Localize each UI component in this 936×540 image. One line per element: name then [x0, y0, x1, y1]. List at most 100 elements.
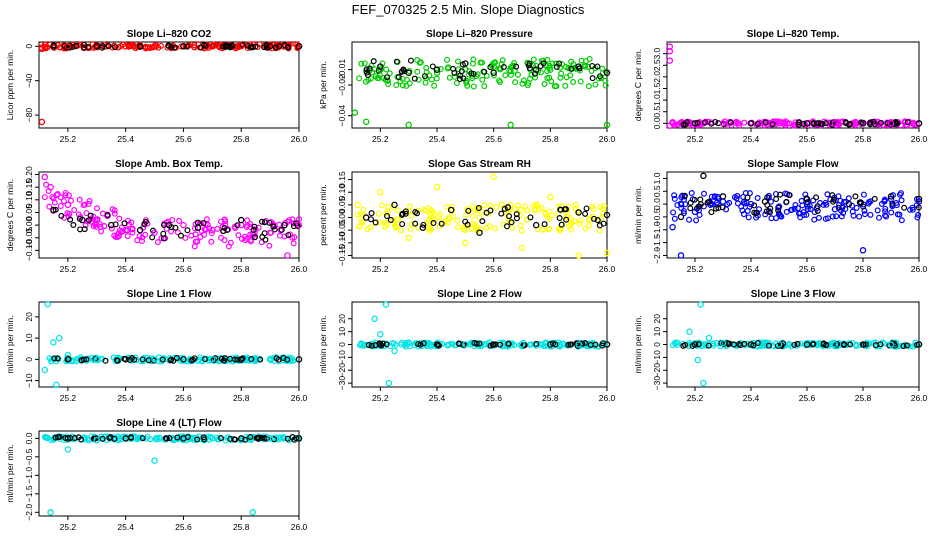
texture-point	[585, 83, 592, 90]
x-tick-label: 25.6	[799, 264, 816, 274]
y-tick-label: 10	[337, 327, 347, 337]
x-tick-label: 26.0	[291, 134, 308, 144]
texture-point	[62, 189, 69, 196]
data-point	[93, 436, 101, 444]
texture-point	[582, 210, 589, 217]
texture-point	[705, 342, 712, 349]
texture-point	[823, 341, 830, 348]
texture-point	[201, 356, 208, 363]
texture-point	[98, 228, 105, 235]
texture-point	[112, 44, 119, 51]
y-tick-label: −0.5	[652, 208, 662, 225]
x-tick-label: 25.6	[175, 393, 192, 403]
reference-point	[79, 216, 86, 224]
texture-point	[810, 341, 817, 348]
texture-point	[548, 78, 555, 85]
chart-panel-1: Slope Li–820 CO2 25.2 25.4 25.6 25.8 26.0 0 −40…	[5, 29, 308, 144]
texture-point	[454, 58, 461, 65]
texture-point	[208, 238, 215, 245]
y-tick-label: 0.00	[337, 209, 347, 226]
texture-point	[417, 341, 424, 348]
texture-point	[592, 81, 599, 88]
texture-point	[585, 217, 592, 224]
texture-point	[509, 224, 516, 231]
texture-point	[67, 216, 74, 223]
texture-point	[55, 434, 62, 441]
data-point	[490, 63, 497, 70]
data-point	[887, 341, 895, 348]
texture-point	[867, 211, 874, 218]
texture-point	[160, 235, 167, 242]
reference-point	[295, 43, 303, 50]
texture-point	[457, 72, 464, 79]
texture-point	[517, 222, 524, 229]
y-tick-label: 1.5	[652, 82, 662, 94]
texture-point	[687, 205, 694, 212]
texture-point	[696, 203, 703, 210]
texture-point	[833, 213, 840, 220]
reference-point	[691, 341, 699, 348]
texture-point	[104, 212, 111, 219]
texture-point	[519, 80, 526, 87]
reference-point	[462, 60, 469, 67]
texture-point	[456, 340, 463, 347]
texture-point	[443, 203, 450, 210]
texture-point	[688, 190, 695, 197]
panel-title: Slope Gas Stream RH	[428, 159, 531, 170]
texture-point	[431, 216, 438, 223]
texture-point	[711, 194, 718, 201]
y-tick-label: 0.00	[24, 217, 34, 234]
texture-point	[368, 210, 375, 217]
texture-point	[754, 120, 761, 127]
data-point	[887, 120, 895, 127]
y-tick-label: −10	[337, 350, 347, 365]
data-point	[64, 446, 72, 453]
data-point	[41, 366, 49, 374]
data-point	[55, 334, 63, 342]
data-point	[64, 43, 72, 50]
texture-point	[508, 219, 515, 226]
texture-point	[791, 341, 798, 348]
reference-point	[504, 204, 512, 211]
y-tick-label: 20	[337, 314, 347, 324]
reference-point	[419, 224, 427, 231]
data-point	[122, 43, 129, 50]
data-point	[719, 120, 727, 127]
plot-frame	[666, 171, 920, 259]
data-point	[603, 249, 611, 257]
texture-point	[814, 207, 821, 214]
texture-point	[734, 192, 741, 199]
texture-point	[541, 221, 548, 228]
texture-point	[522, 203, 529, 210]
x-tick-label: 26.0	[291, 264, 308, 274]
texture-point	[138, 238, 145, 245]
texture-point	[867, 119, 874, 126]
x-tick-label: 25.4	[117, 522, 134, 532]
texture-point	[601, 202, 608, 209]
texture-point	[136, 232, 143, 239]
data-point	[266, 356, 274, 363]
plot-frame	[666, 41, 920, 129]
texture-point	[77, 226, 84, 233]
reference-point	[64, 356, 72, 363]
y-tick-label: 0.10	[24, 191, 34, 208]
texture-point	[887, 121, 894, 128]
texture-point	[387, 216, 394, 223]
y-axis-label: degrees C per min.	[5, 179, 15, 251]
texture-point	[81, 44, 88, 51]
texture-point	[777, 191, 784, 198]
texture-point	[583, 205, 590, 212]
data-point	[775, 341, 783, 348]
x-tick-label: 25.4	[743, 134, 760, 144]
texture-point	[476, 340, 483, 347]
texture-point	[756, 206, 763, 213]
texture-point	[751, 202, 758, 209]
texture-point	[70, 222, 77, 229]
texture-point	[479, 218, 486, 225]
y-tick-label: −2.0	[652, 247, 662, 264]
texture-point	[119, 228, 126, 235]
data-point	[669, 118, 676, 126]
texture-point	[733, 118, 740, 125]
texture-point	[669, 342, 676, 349]
texture-point	[129, 225, 136, 232]
